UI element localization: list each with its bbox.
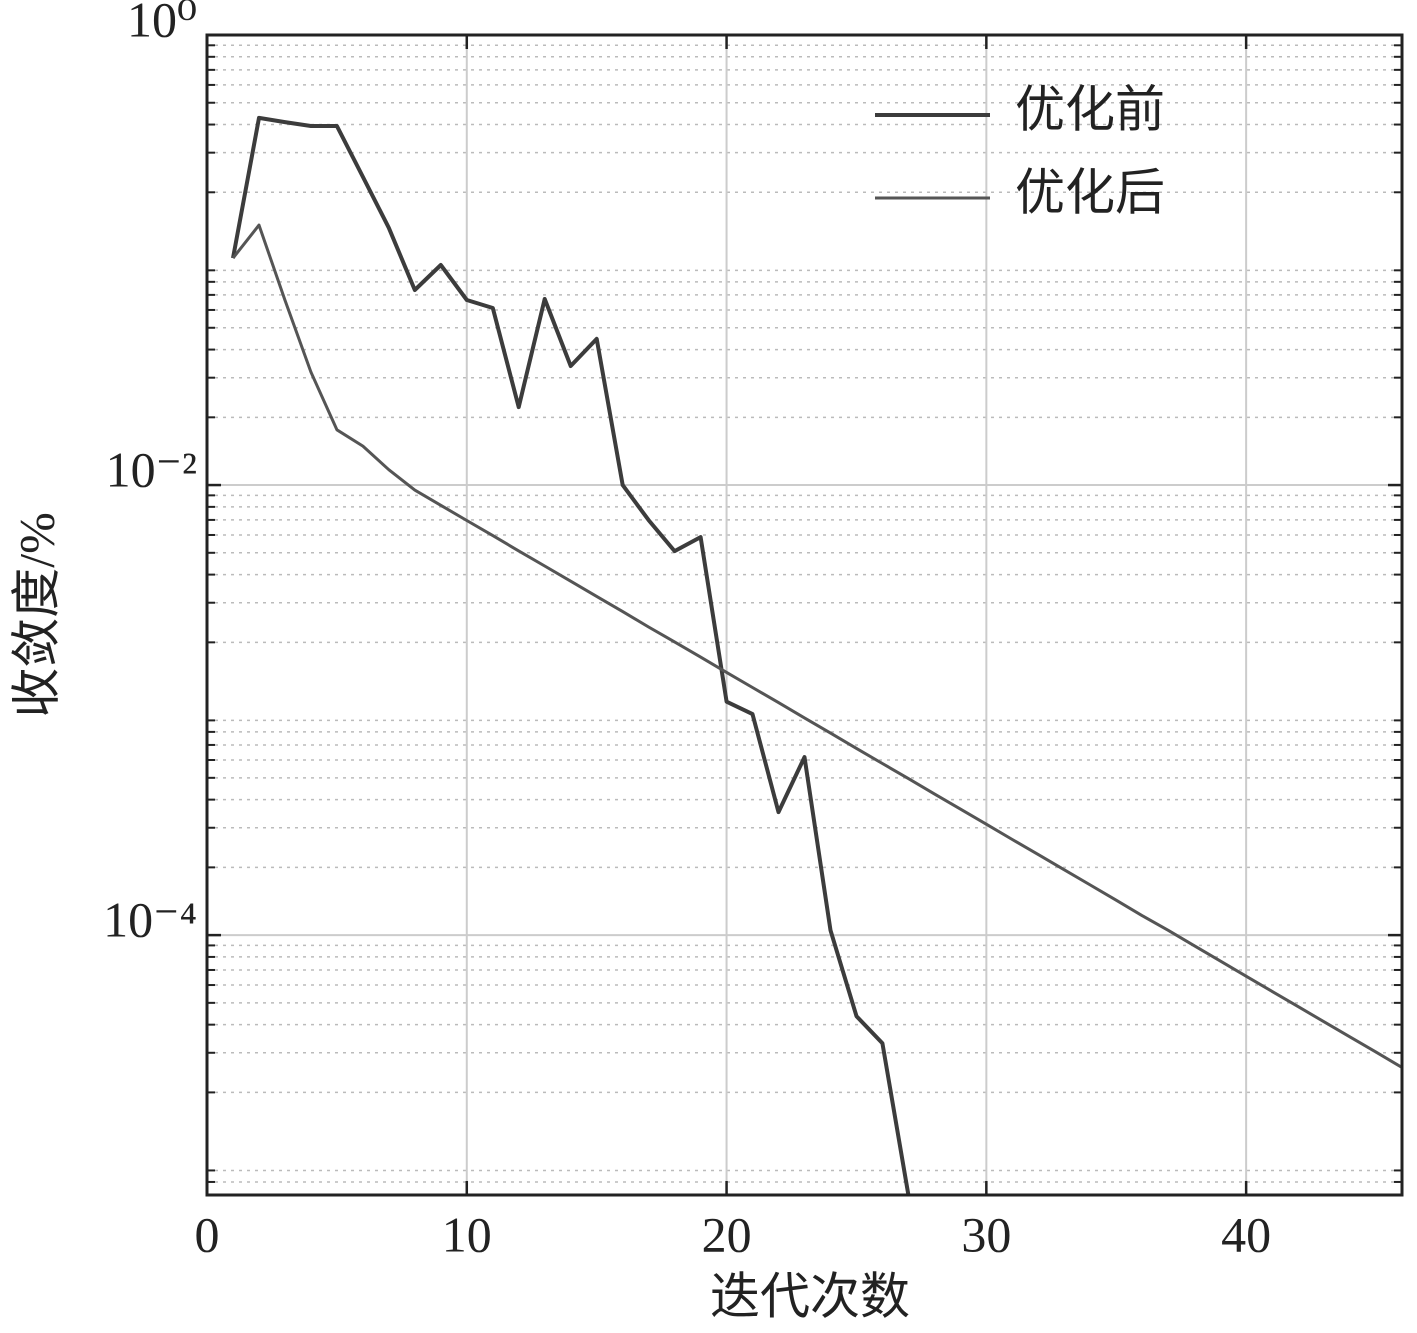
y-axis-label: 收敛度/% [8,512,64,718]
x-tick-label: 30 [961,1206,1011,1262]
y-tick-label: 10⁰ [127,0,197,47]
x-tick-label: 10 [442,1206,492,1262]
x-tick-label: 20 [702,1206,752,1262]
x-tick-label: 40 [1221,1206,1271,1262]
legend-label: 优化前 [1015,81,1165,137]
x-tick-label: 0 [195,1206,220,1262]
series-line [231,115,911,1196]
x-axis-label: 迭代次数 [710,1268,910,1324]
y-tick-label: 10⁻² [106,442,197,498]
y-tick-label: 10⁻⁴ [103,892,197,948]
series-line [231,223,1403,1069]
legend-label: 优化后 [1015,164,1165,220]
plot-frame [205,33,1404,1197]
